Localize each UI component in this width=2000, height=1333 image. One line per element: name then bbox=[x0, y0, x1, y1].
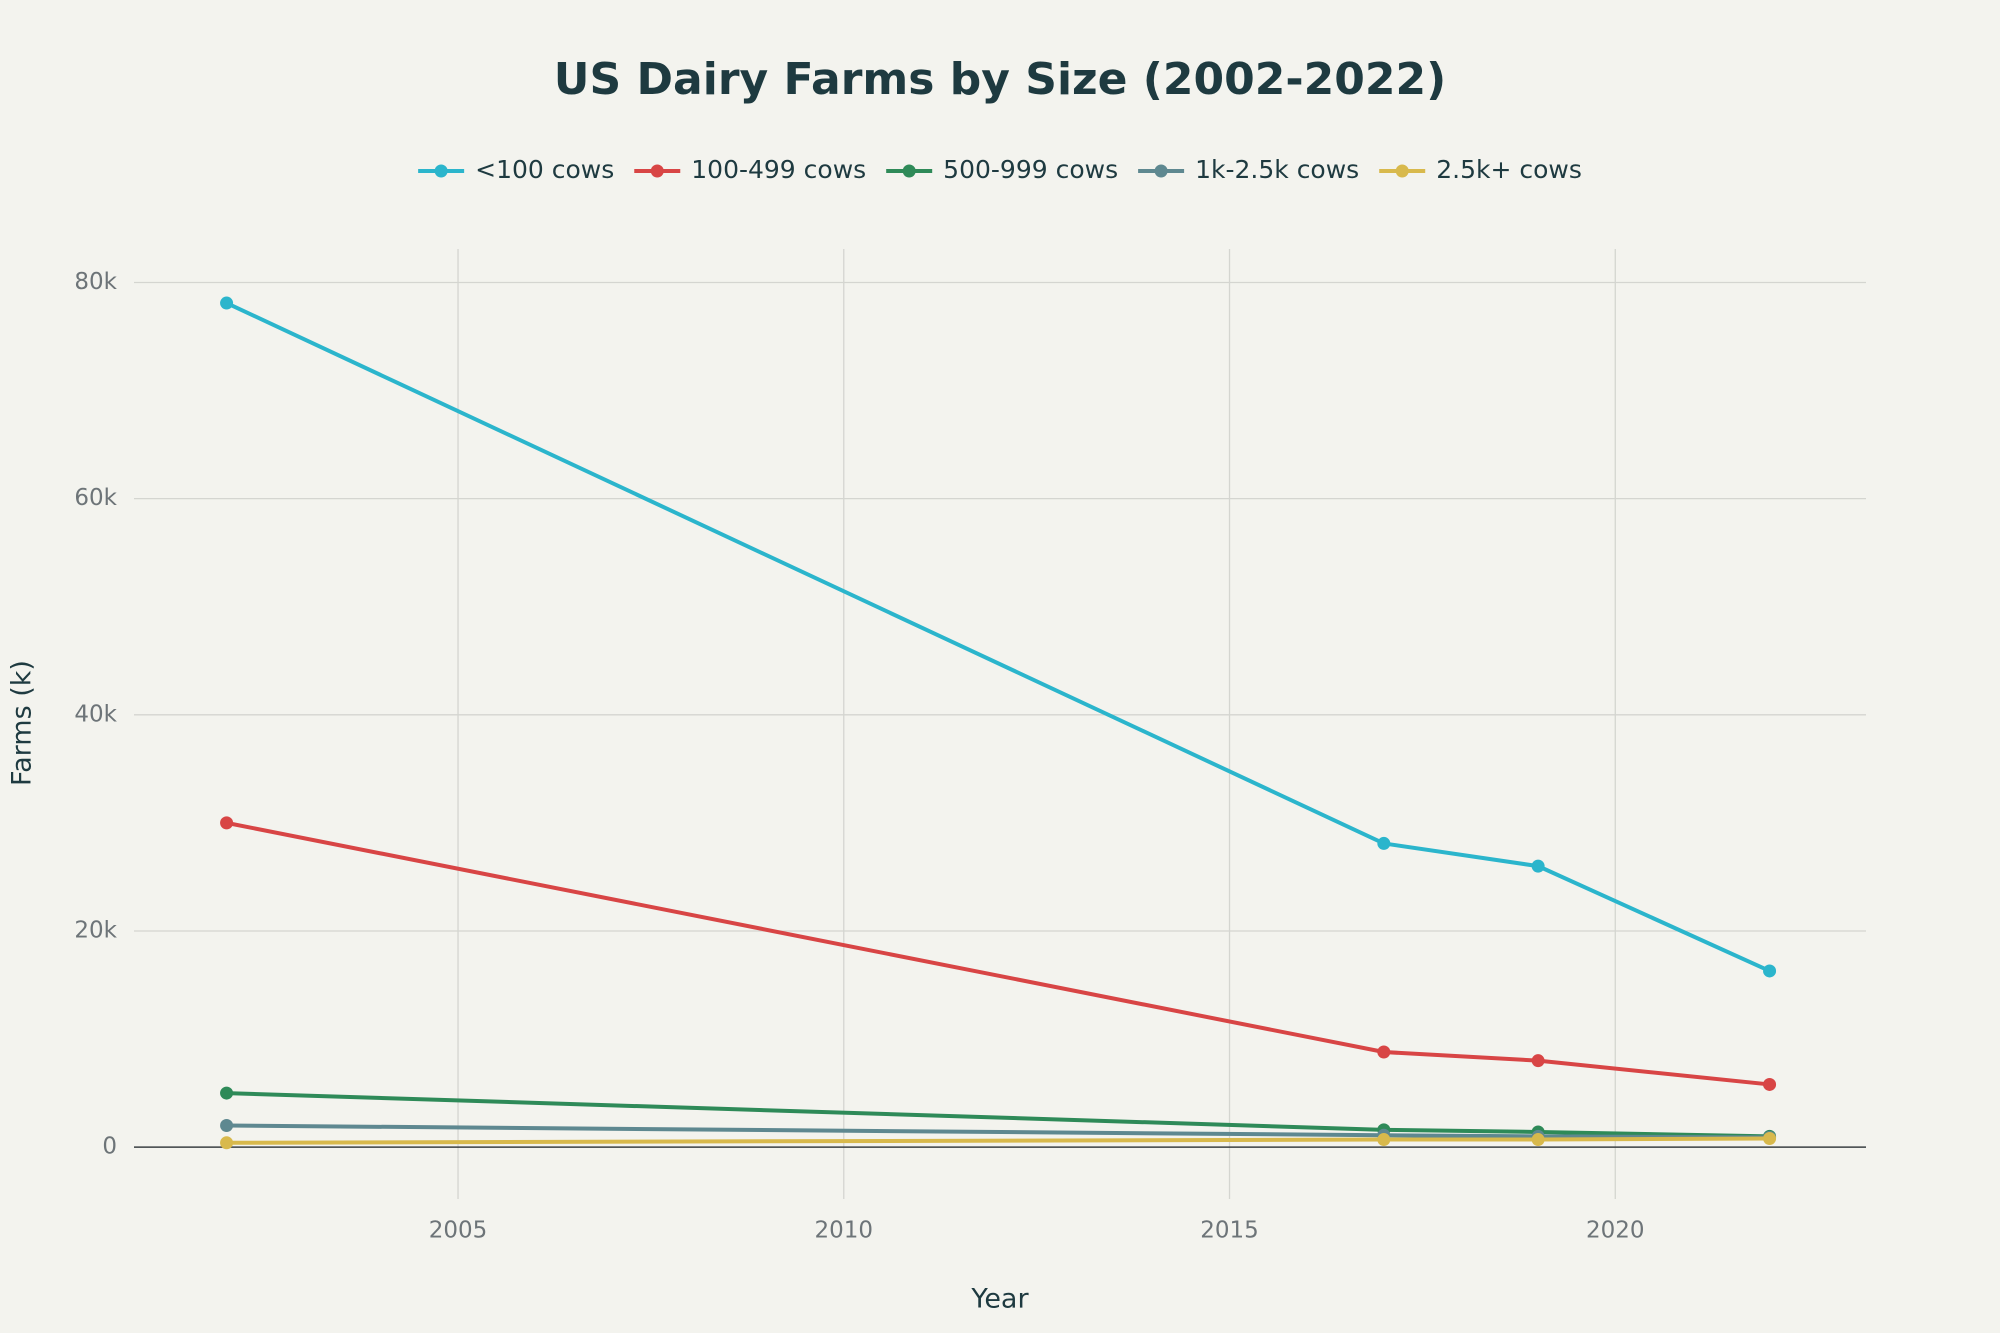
chart-title: US Dairy Farms by Size (2002-2022) bbox=[554, 54, 1446, 105]
x-tick-label: 2020 bbox=[1586, 1218, 1645, 1244]
y-tick-label: 40k bbox=[74, 701, 117, 727]
series-line bbox=[225, 301, 1771, 973]
data-point bbox=[1377, 1133, 1391, 1147]
data-point bbox=[220, 1086, 234, 1100]
data-point bbox=[1763, 964, 1777, 978]
data-point bbox=[1763, 1077, 1777, 1091]
data-point bbox=[1763, 1131, 1777, 1145]
legend-label: 2.5k+ cows bbox=[1436, 155, 1582, 184]
y-axis-label: Farms (k) bbox=[7, 660, 38, 786]
series-line bbox=[226, 1136, 1770, 1145]
data-point bbox=[220, 1136, 234, 1150]
legend-label: <100 cows bbox=[475, 155, 614, 184]
series-line bbox=[226, 1091, 1770, 1139]
legend-item: 500-999 cows bbox=[886, 155, 1118, 184]
y-tick-label: 80k bbox=[74, 269, 117, 295]
x-tick-label: 2005 bbox=[429, 1218, 488, 1244]
data-point bbox=[1377, 1045, 1391, 1059]
x-tick-label: 2010 bbox=[814, 1218, 873, 1244]
legend-item: 1k-2.5k cows bbox=[1138, 155, 1359, 184]
data-point bbox=[1377, 836, 1391, 850]
data-point bbox=[1531, 859, 1545, 873]
legend-item: 2.5k+ cows bbox=[1379, 155, 1582, 184]
legend-marker bbox=[650, 164, 664, 178]
series-line bbox=[226, 820, 1770, 1087]
legend-item: <100 cows bbox=[418, 155, 614, 184]
legend: <100 cows 100-499 cows 500-999 cows 1k-2.5k… bbox=[418, 155, 1582, 184]
legend-marker bbox=[1395, 164, 1409, 178]
y-tick-label: 60k bbox=[74, 485, 117, 511]
series-line bbox=[226, 1123, 1770, 1140]
data-point bbox=[1531, 1133, 1545, 1147]
legend-marker bbox=[1154, 164, 1168, 178]
x-tick-label: 2015 bbox=[1200, 1218, 1259, 1244]
data-point bbox=[220, 1119, 234, 1133]
y-tick-label: 0 bbox=[102, 1134, 117, 1160]
data-point bbox=[220, 816, 234, 830]
legend-marker bbox=[434, 164, 448, 178]
legend-marker bbox=[902, 164, 916, 178]
legend-item: 100-499 cows bbox=[634, 155, 866, 184]
legend-label: 1k-2.5k cows bbox=[1195, 155, 1359, 184]
legend-label: 100-499 cows bbox=[691, 155, 866, 184]
y-tick-label: 20k bbox=[74, 917, 117, 943]
legend-label: 500-999 cows bbox=[943, 155, 1118, 184]
x-axis-label: Year bbox=[970, 1284, 1029, 1315]
data-point bbox=[1531, 1054, 1545, 1068]
data-point bbox=[220, 296, 234, 310]
